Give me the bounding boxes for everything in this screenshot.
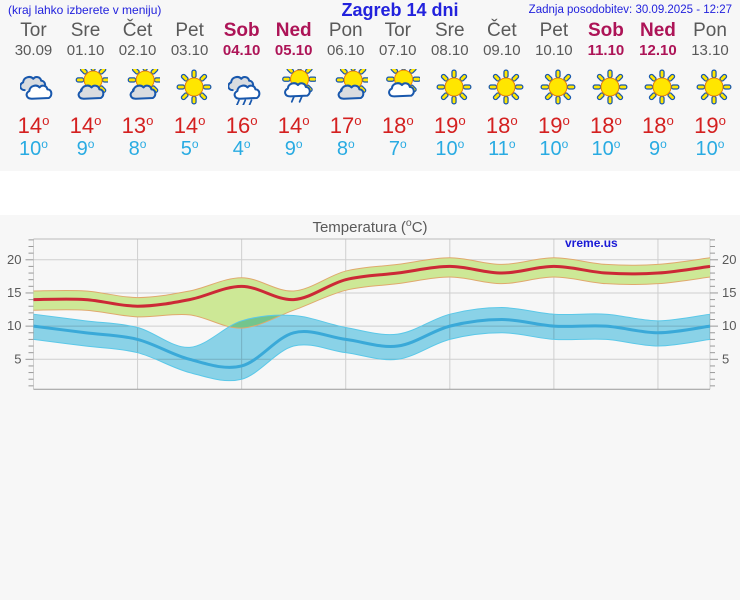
svg-text:5: 5 bbox=[722, 351, 729, 366]
svg-text:5: 5 bbox=[14, 351, 21, 366]
svg-text:20: 20 bbox=[7, 252, 21, 267]
svg-text:10: 10 bbox=[7, 318, 21, 333]
svg-text:20: 20 bbox=[722, 252, 736, 267]
svg-text:vreme.us: vreme.us bbox=[565, 236, 618, 250]
svg-text:15: 15 bbox=[722, 285, 736, 300]
svg-text:15: 15 bbox=[7, 285, 21, 300]
svg-text:10: 10 bbox=[722, 318, 736, 333]
